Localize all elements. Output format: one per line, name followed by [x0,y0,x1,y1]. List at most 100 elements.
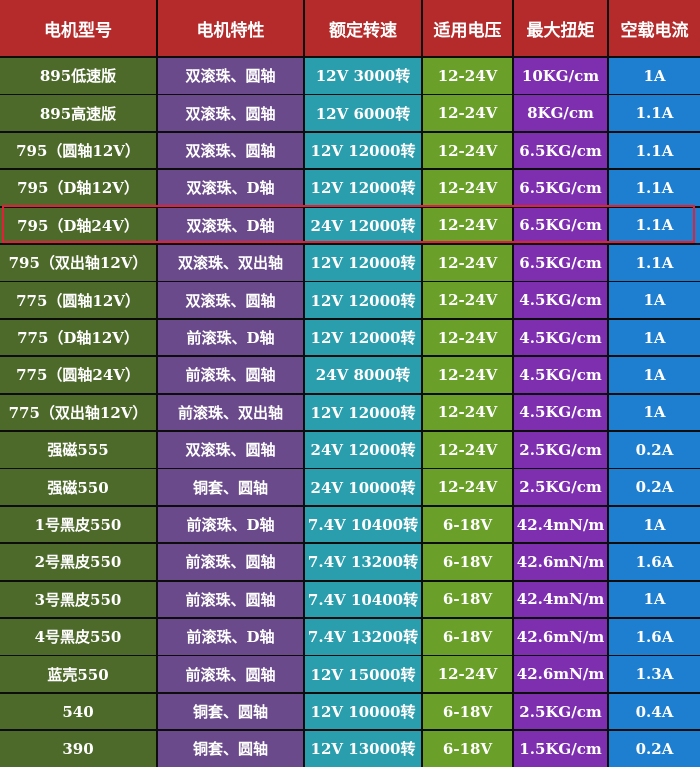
cell-speed: 7.4V 10400转 [305,581,421,618]
cell-model: 390 [0,731,156,767]
cell-speed: 12V 12000转 [305,132,421,169]
cell-torque: 2.5KG/cm [514,432,607,468]
table-header-row: 电机型号 电机特性 额定转速 适用电压 最大扭矩 空载电流 [0,0,700,56]
cell-current: 1A [609,319,700,356]
cell-torque: 42.6mN/m [514,619,607,655]
cell-voltage: 6-18V [423,731,512,767]
table-row: 775（双出轴12V） 前滚珠、双出轴 12V 12000转 12-24V 4.5KG/… [0,394,700,431]
cell-current: 0.4A [609,693,700,730]
table-row: 895低速版 双滚珠、圆轴 12V 3000转 12-24V 10KG/cm 1A [0,58,700,94]
header-model: 电机型号 [0,0,156,56]
table-row: 蓝壳550 前滚珠、圆轴 12V 15000转 12-24V 42.6mN/m 1.3A [0,656,700,692]
cell-model: 775（圆轴12V） [0,282,156,318]
cell-torque: 42.4mN/m [514,581,607,618]
cell-feature: 双滚珠、圆轴 [158,95,303,131]
cell-voltage: 6-18V [423,693,512,730]
cell-feature: 双滚珠、圆轴 [158,432,303,468]
cell-model: 895低速版 [0,58,156,94]
cell-feature: 前滚珠、圆轴 [158,581,303,618]
cell-current: 1A [609,282,700,318]
cell-torque: 8KG/cm [514,95,607,131]
cell-torque: 2.5KG/cm [514,693,607,730]
cell-voltage: 12-24V [423,207,512,244]
cell-speed: 7.4V 10400转 [305,506,421,543]
table-row: 775（圆轴12V） 双滚珠、圆轴 12V 12000转 12-24V 4.5KG/cm… [0,282,700,318]
header-voltage: 适用电压 [423,0,512,56]
header-feature: 电机特性 [158,0,303,56]
cell-voltage: 12-24V [423,394,512,431]
table-row: 895高速版 双滚珠、圆轴 12V 6000转 12-24V 8KG/cm 1.1A [0,95,700,131]
cell-speed: 12V 12000转 [305,394,421,431]
cell-current: 1A [609,581,700,618]
cell-feature: 双滚珠、D轴 [158,170,303,206]
cell-model: 强磁555 [0,432,156,468]
cell-current: 1A [609,58,700,94]
cell-voltage: 6-18V [423,581,512,618]
cell-speed: 12V 13000转 [305,731,421,767]
cell-torque: 1.5KG/cm [514,731,607,767]
cell-current: 1.6A [609,544,700,580]
cell-feature: 双滚珠、圆轴 [158,282,303,318]
cell-voltage: 12-24V [423,132,512,169]
cell-current: 1.3A [609,656,700,692]
cell-torque: 6.5KG/cm [514,170,607,206]
cell-current: 1.1A [609,95,700,131]
table-row: 390 铜套、圆轴 12V 13000转 6-18V 1.5KG/cm 0.2A [0,731,700,767]
cell-torque: 4.5KG/cm [514,394,607,431]
cell-speed: 24V 12000转 [305,207,421,244]
cell-torque: 4.5KG/cm [514,282,607,318]
cell-torque: 6.5KG/cm [514,207,607,244]
cell-current: 0.2A [609,432,700,468]
table-row: 775（D轴12V） 前滚珠、D轴 12V 12000转 12-24V 4.5KG/cm… [0,319,700,356]
cell-feature: 铜套、圆轴 [158,731,303,767]
cell-speed: 12V 3000转 [305,58,421,94]
cell-model: 强磁550 [0,469,156,505]
cell-current: 0.2A [609,731,700,767]
cell-feature: 双滚珠、D轴 [158,207,303,244]
cell-voltage: 12-24V [423,469,512,505]
cell-voltage: 12-24V [423,170,512,206]
cell-model: 775（双出轴12V） [0,394,156,431]
cell-speed: 12V 12000转 [305,245,421,281]
cell-feature: 前滚珠、D轴 [158,506,303,543]
cell-voltage: 12-24V [423,656,512,692]
cell-feature: 前滚珠、圆轴 [158,544,303,580]
cell-feature: 前滚珠、双出轴 [158,394,303,431]
cell-voltage: 12-24V [423,245,512,281]
cell-speed: 7.4V 13200转 [305,619,421,655]
cell-voltage: 12-24V [423,432,512,468]
table-row: 795（D轴12V） 双滚珠、D轴 12V 12000转 12-24V 6.5KG/cm… [0,170,700,206]
table-row: 775（圆轴24V） 前滚珠、圆轴 24V 8000转 12-24V 4.5KG/cm 1… [0,357,700,393]
cell-torque: 4.5KG/cm [514,319,607,356]
cell-model: 795（D轴12V） [0,170,156,206]
cell-voltage: 12-24V [423,319,512,356]
cell-torque: 10KG/cm [514,58,607,94]
cell-torque: 4.5KG/cm [514,357,607,393]
cell-feature: 前滚珠、圆轴 [158,357,303,393]
cell-feature: 双滚珠、圆轴 [158,132,303,169]
cell-current: 1A [609,394,700,431]
cell-model: 540 [0,693,156,730]
table-row: 强磁550 铜套、圆轴 24V 10000转 12-24V 2.5KG/cm 0.2A [0,469,700,505]
cell-torque: 6.5KG/cm [514,245,607,281]
cell-feature: 铜套、圆轴 [158,693,303,730]
cell-model: 1号黑皮550 [0,506,156,543]
table-row: 795（D轴24V） 双滚珠、D轴 24V 12000转 12-24V 6.5KG/cm… [0,207,700,244]
cell-current: 1.1A [609,207,700,244]
cell-speed: 24V 12000转 [305,432,421,468]
header-torque: 最大扭矩 [514,0,607,56]
cell-speed: 24V 8000转 [305,357,421,393]
table-row: 795（双出轴12V） 双滚珠、双出轴 12V 12000转 12-24V 6.5KG/… [0,245,700,281]
cell-model: 895高速版 [0,95,156,131]
cell-model: 4号黑皮550 [0,619,156,655]
cell-current: 1.1A [609,170,700,206]
cell-model: 3号黑皮550 [0,581,156,618]
cell-speed: 12V 12000转 [305,282,421,318]
cell-feature: 铜套、圆轴 [158,469,303,505]
cell-speed: 12V 15000转 [305,656,421,692]
table-row: 强磁555 双滚珠、圆轴 24V 12000转 12-24V 2.5KG/cm 0.2A [0,432,700,468]
cell-current: 1.1A [609,245,700,281]
cell-model: 775（圆轴24V） [0,357,156,393]
header-speed: 额定转速 [305,0,421,56]
